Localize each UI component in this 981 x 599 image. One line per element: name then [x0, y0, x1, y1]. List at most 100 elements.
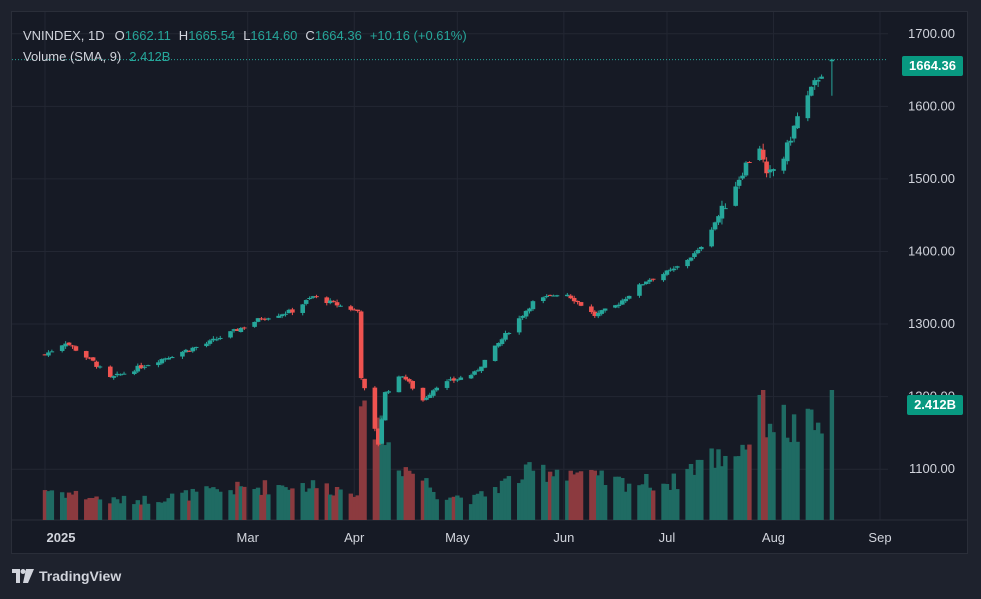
volume-bar — [596, 475, 601, 520]
candle-body — [699, 246, 704, 250]
x-tick-label: Sep — [868, 530, 891, 545]
candle-body — [410, 381, 415, 389]
volume-bar — [180, 492, 185, 520]
open-label: O — [114, 28, 125, 43]
candle-body — [286, 309, 292, 314]
candle-body — [644, 281, 649, 285]
candle-body — [740, 175, 745, 179]
candle-body — [376, 428, 381, 445]
candle-body — [324, 297, 330, 303]
volume-bar — [709, 448, 714, 520]
volume-bar — [602, 485, 608, 520]
volume-bar — [84, 499, 89, 520]
candle-body — [458, 377, 464, 380]
volume-bar — [396, 470, 402, 520]
volume-bar — [444, 499, 450, 520]
volume-bar — [571, 474, 577, 520]
volume-bar — [685, 468, 690, 520]
candle-body — [640, 284, 646, 286]
volume-bar — [386, 442, 391, 520]
volume-label[interactable]: Volume (SMA, 9) — [23, 49, 122, 64]
volume-bar — [788, 442, 793, 520]
last-price-tag: 1664.36 — [902, 56, 963, 76]
volume-bar — [829, 390, 835, 520]
volume-bar — [723, 455, 728, 520]
symbol-label[interactable]: VNINDEX, 1D — [23, 28, 105, 43]
volume-bar — [46, 491, 51, 520]
volume-bar — [455, 495, 460, 520]
volume-bar — [187, 500, 192, 520]
candle-body — [190, 347, 196, 352]
candle-body — [63, 343, 68, 347]
candle-body — [290, 309, 295, 313]
candle-body — [764, 161, 769, 174]
volume-bar — [90, 497, 96, 520]
volume-bar — [49, 490, 55, 520]
volume-bar — [492, 487, 498, 520]
volume-bar — [207, 488, 213, 520]
candle-body — [90, 357, 96, 361]
candle-body — [523, 310, 529, 317]
volume-bar — [303, 491, 309, 520]
volume-bar — [228, 490, 233, 520]
volume-bar — [671, 473, 677, 520]
chart-legend: VNINDEX, 1D O 1662.11 H 1665.54 L 1614.60 C… — [23, 25, 475, 67]
volume-bar — [712, 467, 718, 520]
candle-body — [592, 311, 598, 316]
volume-bar — [620, 477, 625, 520]
candle-body — [382, 392, 388, 421]
volume-bar — [159, 502, 165, 520]
candle-body — [424, 397, 429, 400]
candle-body — [568, 295, 574, 299]
candle-body — [217, 337, 223, 339]
volume-bar — [111, 497, 116, 520]
candle-body — [114, 373, 120, 376]
volume-bar — [252, 489, 257, 520]
volume-bar — [142, 495, 147, 520]
volume-bar — [66, 492, 72, 520]
tradingview-logo[interactable]: TradingView — [12, 568, 121, 584]
volume-bar — [283, 487, 288, 520]
candle-body — [575, 300, 580, 303]
volume-bar — [647, 487, 652, 520]
volume-bar — [458, 497, 463, 520]
x-tick-label: Jul — [659, 530, 676, 545]
tradingview-logo-icon — [12, 569, 34, 583]
candle-body — [613, 305, 618, 308]
candle-body — [760, 149, 766, 160]
candle-body — [266, 318, 271, 320]
volume-bar — [771, 432, 776, 520]
low-value: 1614.60 — [250, 28, 298, 43]
volume-bar — [238, 486, 244, 520]
candle-body — [771, 169, 776, 171]
candle-body — [492, 345, 498, 361]
candle-body — [589, 306, 594, 313]
volume-bar — [815, 422, 821, 520]
volume-bar — [506, 476, 512, 520]
volume-bar — [475, 493, 481, 520]
candle-body — [540, 297, 546, 302]
volume-bar — [719, 466, 725, 520]
volume-bar — [193, 491, 199, 520]
volume-bar — [376, 417, 381, 520]
candle-body — [283, 313, 288, 315]
volume-bar — [63, 497, 68, 520]
y-tick-label: 1500.00 — [908, 171, 955, 186]
candle-body — [279, 314, 285, 317]
volume-bar — [472, 494, 477, 520]
volume-bar — [372, 439, 378, 520]
candle-body — [650, 278, 656, 280]
volume-bar — [403, 467, 409, 520]
volume-bar — [623, 491, 628, 520]
candle-body — [743, 162, 749, 176]
candle-body — [70, 345, 75, 347]
candle-body — [169, 357, 175, 359]
candle-body — [135, 365, 141, 372]
volume-bar — [169, 493, 175, 520]
volume-bar — [87, 497, 92, 520]
x-tick-label: Apr — [344, 530, 365, 545]
volume-bar — [334, 486, 340, 520]
candle-body — [664, 270, 670, 275]
volume-bar — [324, 483, 329, 520]
